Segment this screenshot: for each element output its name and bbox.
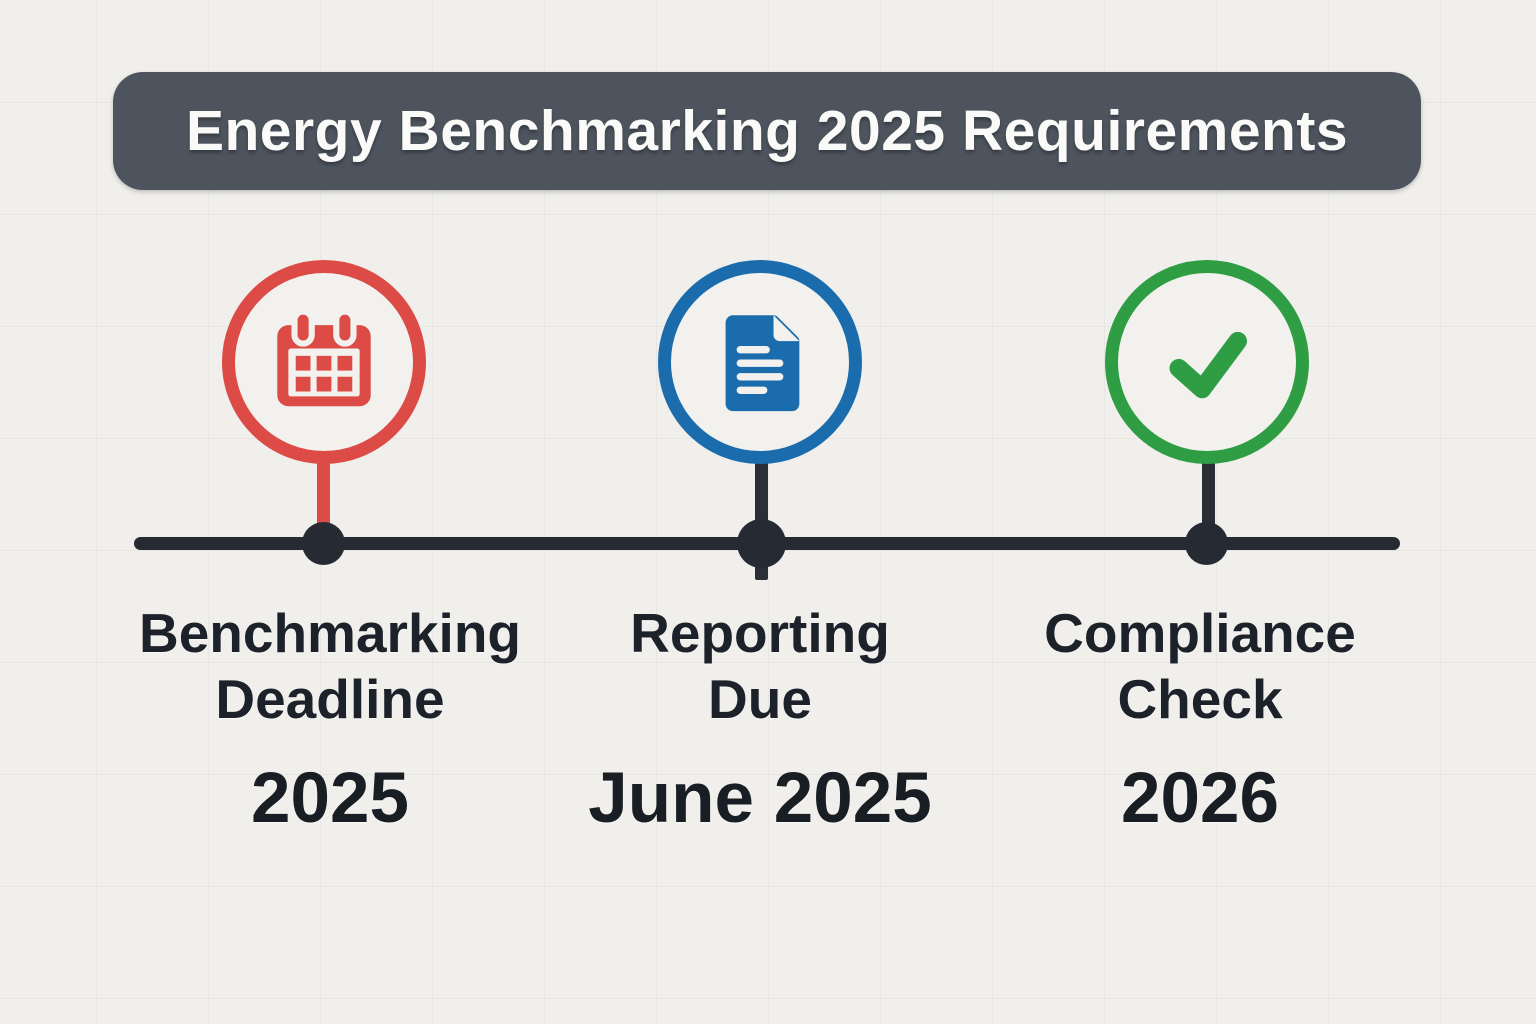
document-icon <box>725 315 800 412</box>
milestone-label-line: Compliance <box>1044 602 1356 664</box>
milestone-label-line: Benchmarking <box>138 602 522 664</box>
milestone-circle-reporting <box>658 260 862 464</box>
timeline-node-compliance <box>1185 522 1228 565</box>
milestone-date: June 2025 <box>588 759 932 838</box>
milestone-circle-compliance <box>1105 260 1309 464</box>
milestone-label-benchmarking: Benchmarking Deadline 2025 <box>100 600 560 836</box>
milestone-label-line: Deadline <box>215 668 445 730</box>
milestone-label-reporting: Reporting Due June 2025 <box>530 600 990 836</box>
timeline-node-reporting <box>737 519 786 568</box>
milestone-label-compliance: Compliance Check 2026 <box>970 600 1430 836</box>
milestone-label-line: Reporting <box>630 602 890 664</box>
milestone-date: 2026 <box>1121 759 1279 838</box>
check-icon <box>1169 331 1247 399</box>
timeline-node-benchmarking <box>302 522 345 565</box>
milestone-label-line: Due <box>708 668 812 730</box>
milestone-circle-benchmarking <box>222 260 426 464</box>
calendar-icon <box>277 308 371 407</box>
title-banner: Energy Benchmarking 2025 Requirements <box>113 72 1421 190</box>
milestone-date: 2025 <box>251 759 409 838</box>
milestone-label-line: Check <box>1117 668 1283 730</box>
page-title: Energy Benchmarking 2025 Requirements <box>185 99 1349 163</box>
